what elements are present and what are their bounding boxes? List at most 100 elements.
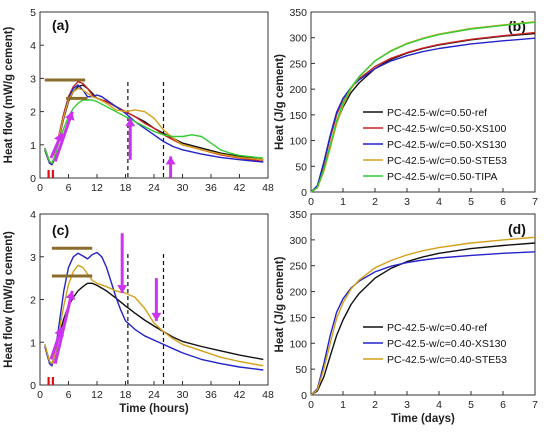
x-tick-label: 4 xyxy=(436,399,442,411)
x-axis-label: Time (hours) xyxy=(119,403,189,415)
series-line-TIPA xyxy=(44,99,264,164)
x-tick-label: 6 xyxy=(500,399,506,411)
x-tick-label: 30 xyxy=(177,182,189,194)
x-tick-label: 5 xyxy=(468,399,474,411)
x-tick-label: 1 xyxy=(340,399,346,411)
slope-arrow-head xyxy=(54,327,65,337)
y-tick-label: 100 xyxy=(289,338,307,350)
series-line-XS130 xyxy=(44,251,264,371)
x-tick-label: 2 xyxy=(372,399,378,411)
slope-arrow-head xyxy=(65,290,76,300)
x-tick-label: 24 xyxy=(148,182,160,194)
y-tick-label: 1 xyxy=(30,337,36,349)
y-tick-label: 4 xyxy=(30,40,36,52)
series-line-STE53 xyxy=(44,87,264,164)
y-tick-label: 0 xyxy=(301,390,307,402)
x-tick-label: 12 xyxy=(91,182,103,194)
legend-entry: PC-42.5-w/c=0.50-ref xyxy=(387,107,487,119)
x-tick-label: 0 xyxy=(37,389,43,401)
x-tick-label: 30 xyxy=(177,389,189,401)
y-tick-label: 200 xyxy=(289,287,307,299)
legend-entry: PC-42.5-w/c=0.50-TIPA xyxy=(387,171,497,183)
panel-label: (c) xyxy=(52,222,69,238)
peak-arrow-up-head xyxy=(165,156,176,165)
y-tick-label: 0 xyxy=(30,380,36,392)
x-tick-label: 48 xyxy=(262,182,274,194)
legend-entry: PC-42.5-w/c=0.40-XS130 xyxy=(387,338,507,350)
series-line-XS100 xyxy=(44,81,264,166)
slope-arrow xyxy=(53,111,74,162)
plot-frame xyxy=(310,213,536,396)
x-tick-label: 0 xyxy=(308,399,314,411)
y-axis-label: Heat flow (mW/g cement) xyxy=(3,26,15,163)
x-tick-label: 0 xyxy=(37,182,43,194)
y-axis-label: Heat (J/g cement) xyxy=(274,54,286,150)
legend-entry: PC-42.5-w/c=0.50-XS100 xyxy=(387,123,507,135)
panel-label: (d) xyxy=(508,221,526,237)
y-tick-label: 300 xyxy=(289,235,307,247)
x-tick-label: 36 xyxy=(205,389,217,401)
peak-arrow-down-head xyxy=(117,285,128,294)
series-line-ref xyxy=(310,242,536,396)
legend-entry: PC-42.5-w/c=0.50-STE53 xyxy=(387,155,507,167)
y-tick-label: 50 xyxy=(295,161,307,173)
y-tick-label: 0 xyxy=(30,173,36,185)
series-line-STE53 xyxy=(310,236,536,396)
y-tick-label: 150 xyxy=(289,312,307,324)
x-tick-label: 0 xyxy=(308,196,314,208)
x-tick-label: 36 xyxy=(205,182,217,194)
slope-arrow xyxy=(53,290,74,364)
peak-arrow-up-head xyxy=(125,118,136,127)
x-tick-label: 3 xyxy=(404,399,410,411)
y-axis-label: Heat flow (mW/g cement) xyxy=(3,231,15,368)
series-line-STE53 xyxy=(44,264,264,367)
y-tick-label: 250 xyxy=(289,261,307,273)
slope-arrow-head xyxy=(64,111,75,121)
y-tick-label: 2 xyxy=(30,107,36,119)
legend-entry: PC-42.5-w/c=0.50-XS130 xyxy=(387,139,507,151)
x-axis-label: Time (days) xyxy=(391,413,455,425)
x-tick-label: 12 xyxy=(91,389,103,401)
x-tick-label: 42 xyxy=(234,389,246,401)
x-tick-label: 18 xyxy=(120,389,132,401)
series-line-XS130 xyxy=(310,251,536,396)
y-tick-label: 150 xyxy=(289,110,307,122)
plot-frame xyxy=(310,11,536,193)
y-tick-label: 50 xyxy=(295,364,307,376)
x-tick-label: 6 xyxy=(66,182,72,194)
x-tick-label: 2 xyxy=(372,196,378,208)
series-line-ref xyxy=(44,84,264,164)
onset-marker xyxy=(51,170,55,178)
panel-label: (a) xyxy=(52,17,69,33)
panel-b: 0 1 2 3 4 5 6 7 0 50 100 150 200 250 300 350 Heat (J/g c… xyxy=(274,7,538,208)
y-tick-label: 1 xyxy=(30,140,36,152)
y-tick-label: 350 xyxy=(289,209,307,221)
y-tick-label: 100 xyxy=(289,136,307,148)
x-tick-label: 42 xyxy=(234,182,246,194)
y-axis-label: Heat (J/g cement) xyxy=(274,256,286,352)
panel-d: 0 1 2 3 4 5 6 7 0 50 100 150 200 250 300 350 Heat (J/g c… xyxy=(274,209,538,425)
y-tick-label: 0 xyxy=(301,187,307,199)
y-tick-label: 200 xyxy=(289,84,307,96)
x-tick-label: 6 xyxy=(66,389,72,401)
series-line-XS130 xyxy=(310,37,536,193)
y-tick-label: 3 xyxy=(30,73,36,85)
onset-marker xyxy=(51,377,55,385)
x-tick-label: 24 xyxy=(148,389,160,401)
series-line-TIPA xyxy=(310,21,536,193)
x-tick-label: 1 xyxy=(340,196,346,208)
x-tick-label: 4 xyxy=(436,196,442,208)
x-tick-label: 6 xyxy=(500,196,506,208)
legend-entry: PC-42.5-w/c=0.40-STE53 xyxy=(387,354,507,366)
y-tick-label: 5 xyxy=(30,7,36,19)
x-tick-label: 7 xyxy=(532,399,538,411)
x-tick-label: 48 xyxy=(262,389,274,401)
y-tick-label: 300 xyxy=(289,33,307,45)
onset-marker xyxy=(47,170,50,178)
x-tick-label: 3 xyxy=(404,196,410,208)
x-tick-label: 7 xyxy=(532,196,538,208)
y-tick-label: 350 xyxy=(289,7,307,19)
